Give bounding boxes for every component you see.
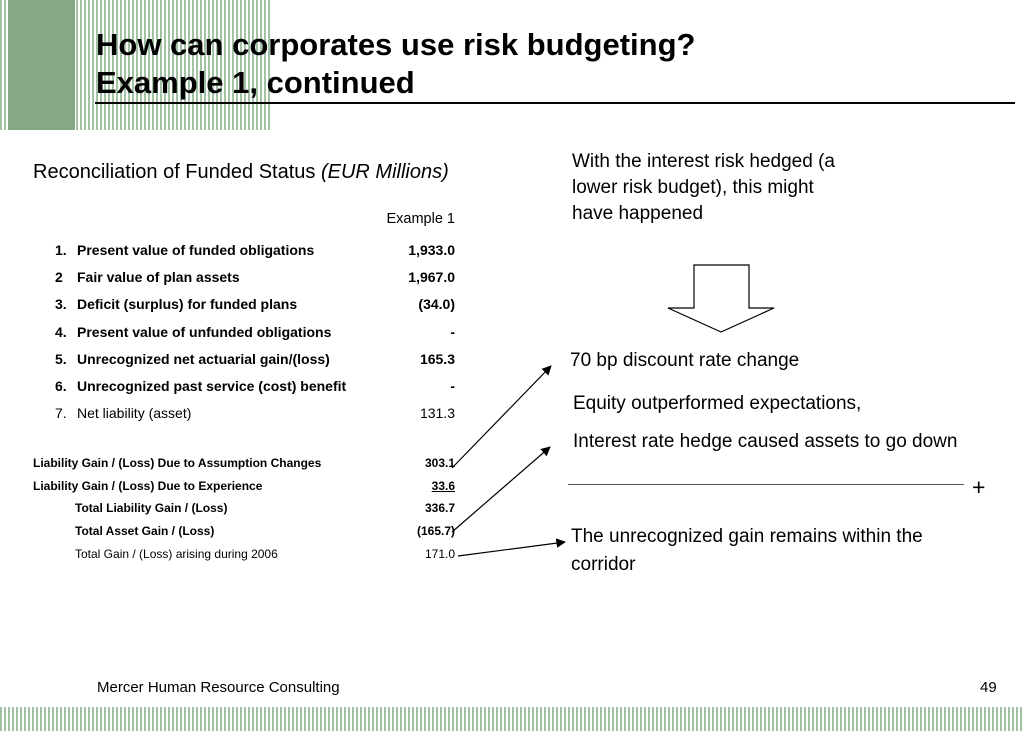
row-value: (34.0) bbox=[418, 296, 455, 313]
row-value: 131.3 bbox=[419, 405, 455, 422]
gain-row-value: 336.7 bbox=[424, 501, 455, 516]
table-row: 2 Fair value of plan assets 1,967.0 bbox=[55, 263, 455, 290]
gain-row: Total Asset Gain / (Loss) (165.7) bbox=[33, 520, 455, 543]
page-number: 49 bbox=[980, 679, 997, 696]
gain-row-label: Liability Gain / (Loss) Due to Experienc… bbox=[33, 478, 263, 493]
gain-loss-table: Liability Gain / (Loss) Due to Assumptio… bbox=[33, 452, 455, 565]
green-square-decoration bbox=[8, 0, 75, 130]
row-label: Net liability (asset) bbox=[77, 405, 192, 422]
gain-row: Liability Gain / (Loss) Due to Assumptio… bbox=[33, 452, 455, 475]
gain-row-label: Total Asset Gain / (Loss) bbox=[75, 524, 215, 539]
down-arrow-icon bbox=[667, 264, 775, 333]
plus-sign: + bbox=[972, 474, 986, 500]
row-number: 7. bbox=[55, 405, 67, 422]
row-value: 1,933.0 bbox=[408, 241, 455, 258]
row-label: Unrecognized past service (cost) benefit bbox=[77, 378, 347, 395]
table-heading-text: Reconciliation of Funded Status bbox=[33, 161, 316, 183]
row-number: 2 bbox=[55, 268, 63, 285]
row-value: 1,967.0 bbox=[408, 268, 455, 285]
row-number: 1. bbox=[55, 241, 67, 258]
row-label: Present value of funded obligations bbox=[77, 241, 315, 258]
row-label: Present value of unfunded obligations bbox=[77, 323, 332, 340]
table-row: 6. Unrecognized past service (cost) bene… bbox=[55, 372, 455, 399]
gain-row-label: Total Liability Gain / (Loss) bbox=[75, 501, 228, 516]
row-value: 165.3 bbox=[419, 350, 455, 367]
table-row: 1. Present value of funded obligations 1… bbox=[55, 236, 455, 263]
gain-row-value: 171.0 bbox=[424, 546, 455, 561]
point-equity: Equity outperformed expectations, bbox=[573, 393, 862, 414]
connector-arrows-icon bbox=[451, 365, 566, 557]
gain-row: Total Liability Gain / (Loss) 336.7 bbox=[33, 497, 455, 520]
gain-row-label: Total Gain / (Loss) arising during 2006 bbox=[75, 546, 278, 561]
table-row: 4. Present value of unfunded obligations… bbox=[55, 318, 455, 345]
hedge-note: With the interest risk hedged (a lower r… bbox=[572, 151, 835, 224]
row-value: - bbox=[450, 323, 455, 340]
gain-row-value: (165.7) bbox=[416, 524, 455, 539]
point-discount-rate: 70 bp discount rate change bbox=[570, 350, 800, 371]
gain-row-value: 33.6 bbox=[431, 478, 455, 493]
gain-row-value: 303.1 bbox=[424, 456, 455, 471]
row-number: 4. bbox=[55, 323, 67, 340]
row-label: Unrecognized net actuarial gain/(loss) bbox=[77, 350, 330, 367]
row-label: Fair value of plan assets bbox=[77, 268, 240, 285]
table-heading: Reconciliation of Funded Status (EUR Mil… bbox=[33, 161, 449, 184]
row-number: 5. bbox=[55, 350, 67, 367]
corridor-note: The unrecognized gain remains within the… bbox=[571, 526, 923, 575]
row-value: - bbox=[450, 378, 455, 395]
row-number: 3. bbox=[55, 296, 67, 313]
sum-divider-line bbox=[568, 484, 964, 485]
column-header-example-1: Example 1 bbox=[386, 211, 455, 227]
table-heading-units: (EUR Millions) bbox=[320, 161, 449, 183]
row-label: Deficit (surplus) for funded plans bbox=[77, 296, 298, 313]
table-row: 3. Deficit (surplus) for funded plans (3… bbox=[55, 291, 455, 318]
point-hedge-assets: Interest rate hedge caused assets to go … bbox=[573, 431, 958, 452]
table-row: 5. Unrecognized net actuarial gain/(loss… bbox=[55, 345, 455, 372]
gain-row: Total Gain / (Loss) arising during 2006 … bbox=[33, 542, 455, 565]
footer-company: Mercer Human Resource Consulting bbox=[97, 679, 340, 696]
title-line-2: Example 1, continued bbox=[96, 65, 415, 100]
row-number: 6. bbox=[55, 378, 67, 395]
gain-row: Liability Gain / (Loss) Due to Experienc… bbox=[33, 475, 455, 498]
gain-row-label: Liability Gain / (Loss) Due to Assumptio… bbox=[33, 456, 322, 471]
bottom-stripe-bar bbox=[0, 707, 1023, 731]
title-underline bbox=[95, 102, 1015, 104]
slide-title: How can corporates use risk budgeting? E… bbox=[96, 26, 695, 102]
funded-status-table: 1. Present value of funded obligations 1… bbox=[55, 236, 455, 427]
table-row: 7. Net liability (asset) 131.3 bbox=[55, 400, 455, 427]
title-line-1: How can corporates use risk budgeting? bbox=[96, 27, 696, 62]
